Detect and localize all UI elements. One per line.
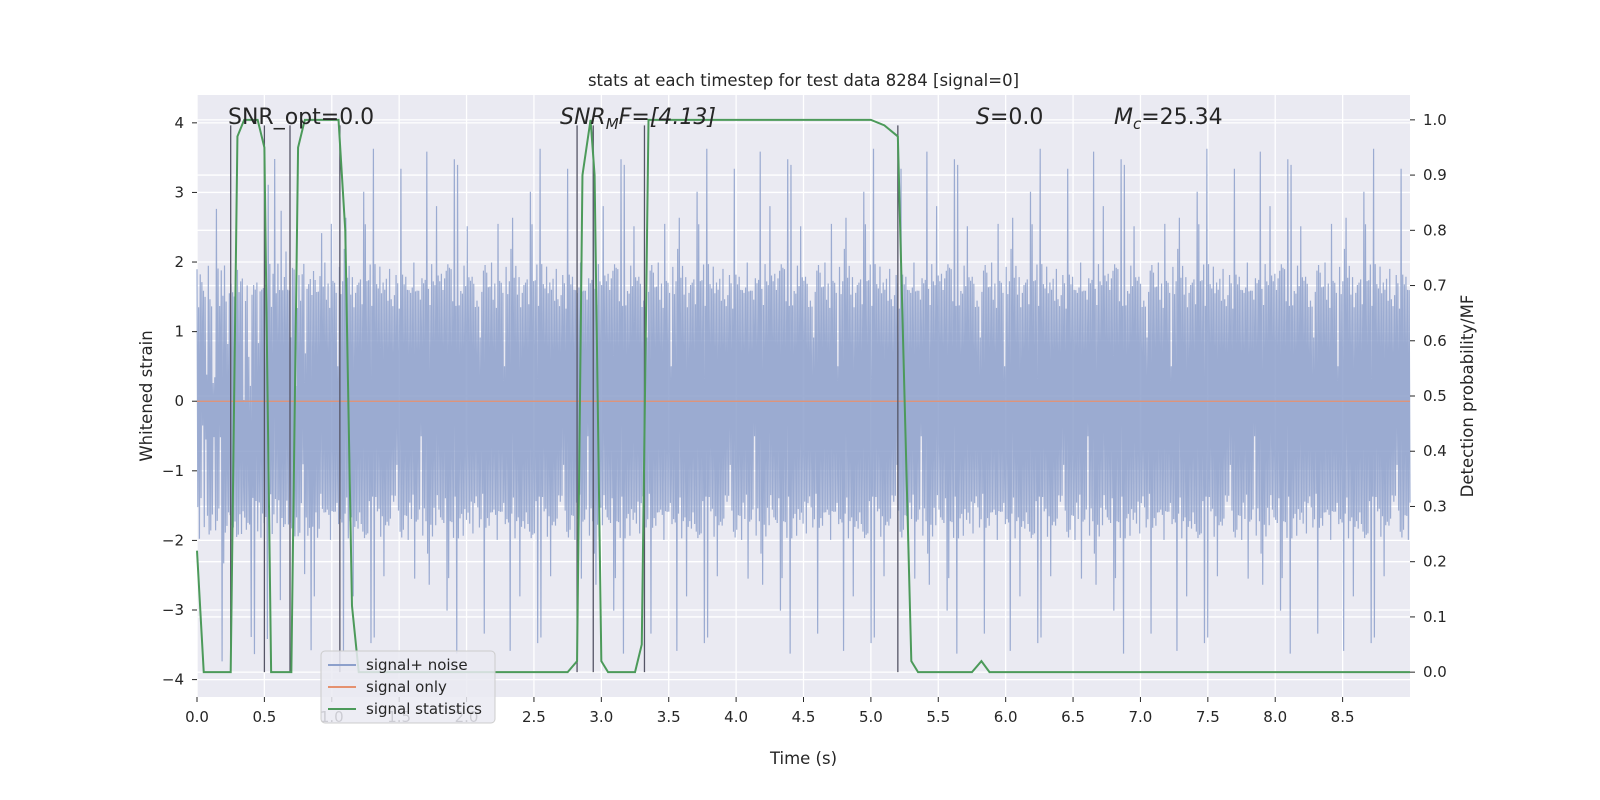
y-right-tick-label: 0.8 xyxy=(1423,221,1447,239)
data-layer xyxy=(196,118,1411,674)
legend-box xyxy=(320,650,496,724)
annotation-snr-mf-sub: M xyxy=(606,115,619,133)
y-right-tick-label: 0.4 xyxy=(1423,442,1447,460)
y-tick-label: −3 xyxy=(162,601,184,619)
y-right-tick-label: 0.3 xyxy=(1423,497,1447,515)
x-tick-label: 7.5 xyxy=(1196,708,1220,726)
y-right-tick-label: 0.1 xyxy=(1423,608,1447,626)
series-signal-statistics xyxy=(196,118,1410,674)
x-tick-label: 3.0 xyxy=(589,708,613,726)
x-tick-label: 5.0 xyxy=(859,708,883,726)
series-signal-noise xyxy=(196,148,1411,662)
y-tick-label: 0 xyxy=(174,392,184,410)
y-tick-label: −1 xyxy=(162,462,184,480)
axes: 0.00.51.01.52.02.53.03.54.04.55.05.56.06… xyxy=(162,111,1447,726)
y-right-tick-label: 0.6 xyxy=(1423,332,1447,350)
x-tick-label: 0.0 xyxy=(185,708,209,726)
annotation-snr-mf-rest: F=[4.13] xyxy=(619,105,716,130)
x-tick-label: 6.0 xyxy=(994,708,1018,726)
y-right-tick-label: 0.5 xyxy=(1423,387,1447,405)
chart-title: stats at each timestep for test data 828… xyxy=(588,71,1019,90)
y-axis-label-left: Whitened strain xyxy=(137,330,156,461)
annotation-snr-mf-base: SNR xyxy=(560,105,606,130)
legend-label-signal-only: signal only xyxy=(366,678,447,696)
y-right-tick-label: 0.9 xyxy=(1423,166,1447,184)
x-axis-label: Time (s) xyxy=(769,749,837,768)
annotation-mc-sub: c xyxy=(1133,115,1142,133)
y-right-tick-label: 0.2 xyxy=(1423,553,1447,571)
y-tick-label: −4 xyxy=(162,671,184,689)
y-tick-label: 2 xyxy=(174,253,184,271)
x-tick-label: 2.5 xyxy=(522,708,546,726)
annotation-s-symbol: S xyxy=(976,105,990,130)
annotation-mc-base: M xyxy=(1114,105,1133,130)
annotation-mc: Mc=25.34 xyxy=(1114,105,1223,133)
y-tick-label: 3 xyxy=(174,183,184,201)
x-tick-label: 7.0 xyxy=(1129,708,1153,726)
y-tick-label: −2 xyxy=(162,531,184,549)
legend-label-signal-statistics: signal statistics xyxy=(366,700,482,718)
annotation-s: S=0.0 xyxy=(976,105,1043,130)
annotations: SNR_opt=0.0 SNRMF=[4.13] S=0.0 Mc=25.34 xyxy=(228,105,1223,133)
annotation-snr-opt: SNR_opt=0.0 xyxy=(228,105,374,130)
annotation-mc-value: =25.34 xyxy=(1141,105,1222,130)
x-tick-label: 8.5 xyxy=(1331,708,1355,726)
legend: signal+ noise signal only signal statist… xyxy=(320,650,496,724)
x-tick-label: 6.5 xyxy=(1061,708,1085,726)
x-tick-label: 4.0 xyxy=(724,708,748,726)
y-tick-label: 4 xyxy=(174,114,184,132)
y-right-tick-label: 0.0 xyxy=(1423,663,1447,681)
x-tick-label: 0.5 xyxy=(252,708,276,726)
x-tick-label: 3.5 xyxy=(657,708,681,726)
y-right-tick-label: 1.0 xyxy=(1423,111,1447,129)
y-axis-label-right: Detection probability/MF xyxy=(1458,295,1477,498)
x-tick-label: 4.5 xyxy=(792,708,816,726)
y-tick-label: 1 xyxy=(174,323,184,341)
annotation-snr-mf: SNRMF=[4.13] xyxy=(560,105,716,133)
legend-label-signal-noise: signal+ noise xyxy=(366,656,468,674)
annotation-s-value: =0.0 xyxy=(990,105,1043,130)
x-tick-label: 8.0 xyxy=(1263,708,1287,726)
y-right-tick-label: 0.7 xyxy=(1423,277,1447,295)
x-tick-label: 5.5 xyxy=(926,708,950,726)
